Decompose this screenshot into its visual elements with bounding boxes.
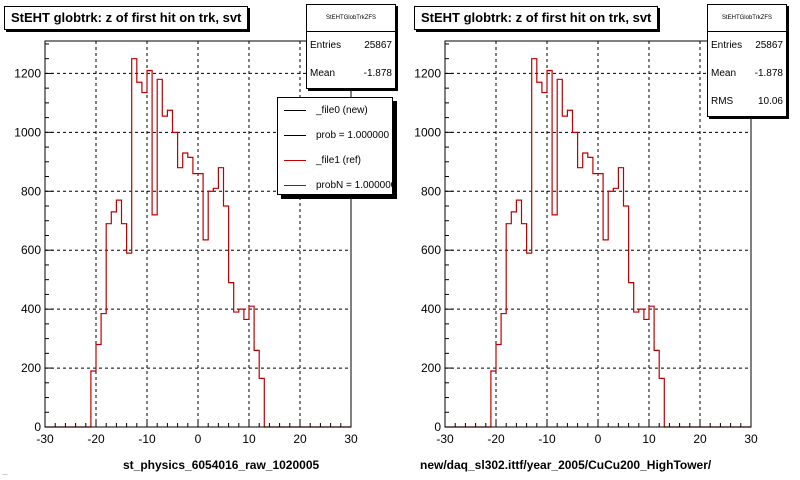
legend-entry: _file0 (new) [278, 98, 392, 123]
y-tick-label: 200 [21, 361, 41, 375]
left-stats-entries-value: 25867 [364, 40, 392, 51]
footer-text: ... [2, 470, 8, 477]
left-stats-box: StEHTGlobTrkZFS Entries 25867 Mean -1.878 [306, 4, 396, 89]
x-tick-label: -20 [87, 432, 105, 446]
y-tick-label: 400 [21, 302, 41, 316]
legend-entry: _file1 (ref) [278, 148, 392, 173]
x-tick-label: -10 [138, 432, 156, 446]
y-tick-label: 800 [21, 184, 41, 198]
right-stats-mean-value: -1.878 [754, 68, 783, 79]
right-stats-rms-value: 10.06 [757, 96, 783, 107]
y-tick-label: 800 [421, 184, 441, 198]
legend-entry: probN = 1.000000 [278, 173, 393, 194]
y-tick-label: 200 [421, 361, 441, 375]
legend-entry: prob = 1.000000 [278, 123, 392, 148]
legend-swatch [284, 135, 306, 136]
x-tick-label: 30 [744, 432, 758, 446]
legend-label: _file0 (new) [316, 105, 368, 116]
left-stats-header: StEHTGlobTrkZFS [307, 5, 395, 32]
x-tick-label: -20 [487, 432, 505, 446]
right-stats-rms-label: RMS [711, 96, 734, 107]
legend-label: prob = 1.000000 [316, 130, 390, 141]
right-stats-rms: RMS 10.06 [708, 88, 786, 116]
y-tick-label: 600 [421, 243, 441, 257]
x-tick-label: 0 [195, 432, 202, 446]
x-tick-label: 20 [693, 432, 707, 446]
x-tick-label: -30 [36, 432, 54, 446]
right-plot: -30 -20 -10 0 10 20 30 0 200 400 600 800 1000 1200 [414, 40, 758, 446]
x-tick-label: -30 [436, 432, 454, 446]
y-tick-label: 1200 [14, 66, 41, 80]
x-tick-label: 0 [595, 432, 602, 446]
y-tick-label: 1200 [414, 66, 441, 80]
legend-swatch [284, 185, 306, 186]
left-stats-entries-label: Entries [310, 40, 342, 51]
plot-frame [444, 40, 752, 428]
left-stats-entries: Entries 25867 [307, 32, 395, 60]
y-tick-label: 1000 [14, 125, 41, 139]
right-stats-box: StEHTGlobTrkZFS Entries 25867 Mean -1.878 … [707, 4, 787, 117]
left-chart-title: StEHT globtrk: z of first hit on trk, sv… [4, 6, 249, 30]
legend-swatch [284, 160, 306, 161]
y-tick-label: 400 [421, 302, 441, 316]
right-stats-entries: Entries 25867 [708, 32, 786, 60]
x-tick-label: -10 [538, 432, 556, 446]
legend-swatch [284, 110, 306, 111]
y-tick-label: 0 [434, 420, 441, 434]
left-legend: _file0 (new) prob = 1.000000 _file1 (ref… [277, 97, 393, 195]
left-stats-mean-value: -1.878 [363, 68, 392, 79]
right-stats-header: StEHTGlobTrkZFS [708, 5, 786, 32]
right-stats-entries-label: Entries [711, 40, 743, 51]
y-tick-label: 1000 [414, 125, 441, 139]
left-panel: -30 -20 -10 0 10 20 30 0 200 400 600 800 1000 1200 St… [2, 4, 396, 477]
x-tick-label: 10 [642, 432, 656, 446]
legend-label: probN = 1.000000 [316, 180, 393, 191]
x-tick-label: 20 [293, 432, 307, 446]
left-stats-mean: Mean -1.878 [307, 60, 395, 88]
x-tick-label: 30 [344, 432, 358, 446]
left-stats-mean-label: Mean [310, 68, 336, 79]
plot-frame [44, 40, 352, 428]
left-x-axis-label: st_physics_6054016_raw_1020005 [123, 458, 320, 472]
right-stats-mean: Mean -1.878 [708, 60, 786, 88]
right-stats-entries-value: 25867 [755, 40, 783, 51]
right-x-axis-label: new/daq_sl302.ittf/year_2005/CuCu200_Hig… [420, 458, 712, 472]
right-panel: -30 -20 -10 0 10 20 30 0 200 400 600 800 1000 1200 St… [400, 0, 800, 480]
right-chart-title: StEHT globtrk: z of first hit on trk, sv… [414, 6, 659, 30]
right-stats-mean-label: Mean [711, 68, 737, 79]
y-tick-label: 600 [21, 243, 41, 257]
x-tick-label: 10 [242, 432, 256, 446]
y-tick-label: 0 [34, 420, 41, 434]
legend-label: _file1 (ref) [316, 155, 362, 166]
